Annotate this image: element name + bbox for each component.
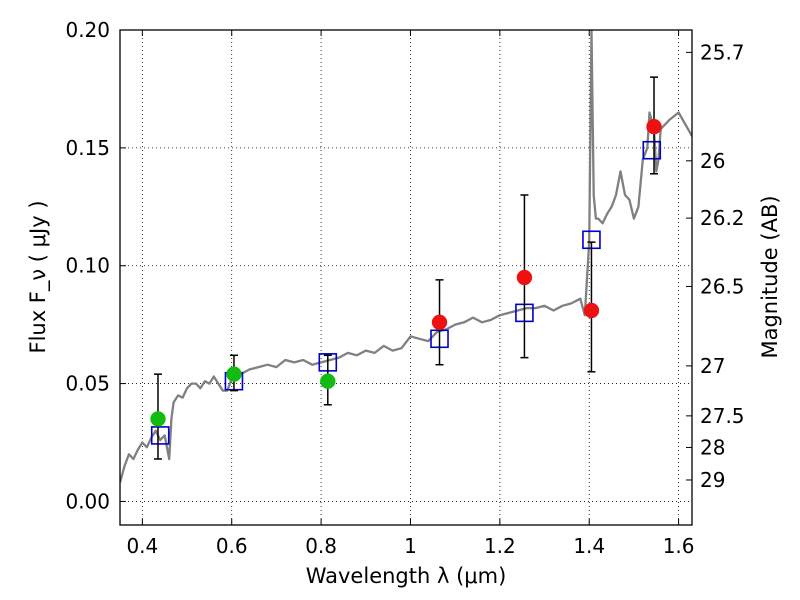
x-tick-label: 0.6 (216, 534, 248, 558)
y-tick-label: 0.20 (65, 18, 110, 42)
green-data-point (226, 366, 242, 382)
y2-axis-label: Magnitude (AB) (758, 195, 782, 358)
green-data-point (150, 411, 166, 427)
gridlines (120, 29, 692, 525)
y2-tick-label: 27 (700, 354, 725, 378)
red-data-point (431, 314, 448, 331)
x-tick-label: 1 (404, 534, 417, 558)
y-axis-label: Flux F_ν ( μJy ) (26, 200, 51, 353)
spectrum-line (120, 30, 692, 483)
x-tick-label: 1.4 (573, 534, 605, 558)
model-square-marker (642, 140, 662, 160)
x-axis-label: Wavelength λ (μm) (306, 564, 507, 588)
x-tick-label: 0.8 (305, 534, 337, 558)
y2-tick-label: 28 (700, 435, 725, 459)
y2-tick-label: 25.7 (700, 40, 745, 64)
x-tick-label: 0.4 (126, 534, 158, 558)
markers-group (150, 76, 662, 460)
y2-tick-label: 26 (700, 149, 725, 173)
y2-tick-label: 26.2 (700, 206, 745, 230)
y2-tick-label: 27.5 (700, 404, 745, 428)
y2-tick-label: 26.5 (700, 274, 745, 298)
y2-tick-label: 29 (700, 468, 725, 492)
red-data-point (583, 302, 600, 319)
model-square-marker (150, 426, 170, 445)
red-data-point (646, 118, 662, 135)
green-data-point (320, 373, 336, 389)
x-tick-label: 1.6 (663, 534, 695, 558)
red-data-point (516, 269, 533, 286)
spectrum-group (120, 30, 692, 483)
plot-frame (119, 29, 693, 526)
ticks-group: 0.4 0.6 0.8 1 1.2 1.4 1.6 0.00 0.05 0.10 0.15 0.20 2… (65, 18, 744, 558)
y-tick-label: 0.05 (65, 372, 110, 396)
y-tick-label: 0.15 (65, 136, 110, 160)
y-tick-label: 0.00 (65, 489, 110, 513)
y-tick-label: 0.10 (65, 254, 110, 278)
x-tick-label: 1.2 (484, 534, 516, 558)
